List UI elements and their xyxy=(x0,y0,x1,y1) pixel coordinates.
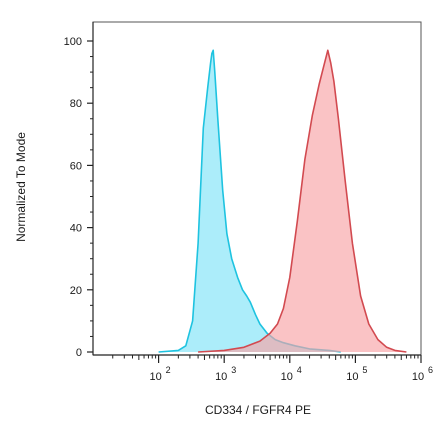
series-2-area xyxy=(198,50,407,353)
plot-frame xyxy=(92,21,422,356)
x-tick-exponent-2: 2 xyxy=(166,365,171,375)
series-layer xyxy=(158,49,407,353)
y-tick-label-80: 80 xyxy=(70,98,82,110)
x-tick-exponent-5: 5 xyxy=(362,365,367,375)
x-tick-exponent-4: 4 xyxy=(297,365,302,375)
x-tick-exponent-3: 3 xyxy=(231,365,236,375)
x-axis-title: CD334 / FGFR4 PE xyxy=(205,403,311,417)
y-tick-label-100: 100 xyxy=(64,36,82,48)
y-tick-label-20: 20 xyxy=(70,285,82,297)
x-tick-exponent-6: 6 xyxy=(428,365,433,375)
y-axis-title: Normalized To Mode xyxy=(14,132,28,242)
y-tick-label-40: 40 xyxy=(70,223,82,235)
y-tick-label-0: 0 xyxy=(76,347,82,359)
y-tick-label-60: 60 xyxy=(70,160,82,172)
x-tick-label-2: 10 xyxy=(149,371,161,383)
axes: 0 20 40 60 80 100 10 2 10 3 10 4 10 5 10 6 xyxy=(64,22,433,383)
series-2-line xyxy=(198,49,407,353)
x-tick-label-6: 10 xyxy=(412,371,424,383)
plot-area xyxy=(92,21,422,356)
x-tick-label-5: 10 xyxy=(346,371,358,383)
x-tick-label-3: 10 xyxy=(215,371,227,383)
x-tick-label-4: 10 xyxy=(281,371,293,383)
